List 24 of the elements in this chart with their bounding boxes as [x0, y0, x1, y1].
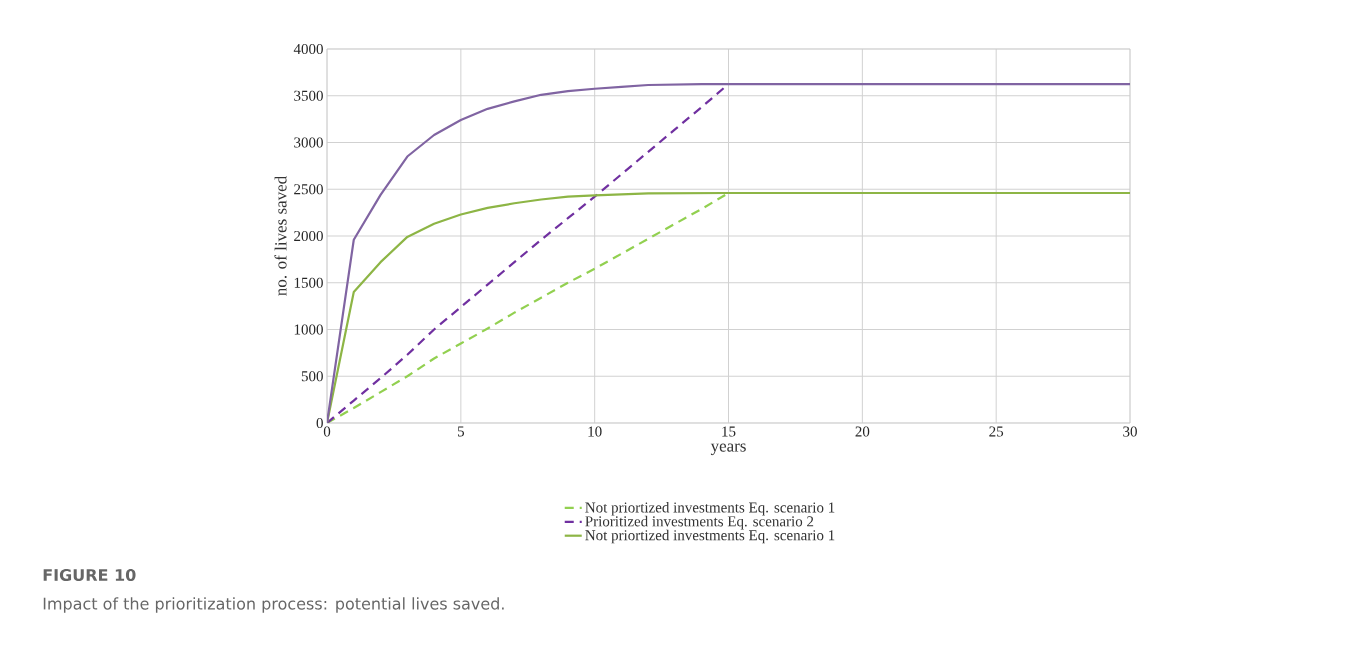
- caption: FIGURE 10: [43, 568, 136, 582]
- legend-label: Not priortized investments Eq. scenario 1: [585, 529, 835, 544]
- y-tick-label: 2500: [294, 184, 323, 195]
- legend-label: Prioritized investments Eq. scenario 2: [585, 515, 814, 530]
- y-tick-label: 2000: [294, 230, 323, 242]
- x-tick-label: 20: [855, 426, 870, 437]
- y-tick-label: 3000: [294, 137, 323, 148]
- x-tick-label: 10: [588, 426, 602, 437]
- x-tick-label: 15: [722, 426, 736, 437]
- x-tick-label: 25: [989, 426, 1004, 437]
- text: Impact of the prioritization process: potential lives saved.: [43, 597, 504, 613]
- x-tick-label: 0: [323, 426, 331, 437]
- x-tick-label: 5: [457, 426, 465, 437]
- line-series: [327, 191, 1131, 423]
- y-tick-label: 1000: [294, 324, 323, 335]
- y-tick-label: 3500: [294, 90, 323, 101]
- x-axis-title: years: [710, 443, 746, 456]
- y-tick-label: 0: [316, 417, 323, 429]
- y-tick-label: 500: [301, 371, 323, 382]
- y-axis-title: no. of lives saved: [274, 175, 287, 296]
- legend-label: Not priortized investments Eq. scenario 1: [585, 501, 835, 516]
- y-tick-label: 4000: [293, 43, 323, 55]
- x-tick-label: 30: [1123, 426, 1137, 437]
- y-tick-label: 1500: [294, 277, 323, 288]
